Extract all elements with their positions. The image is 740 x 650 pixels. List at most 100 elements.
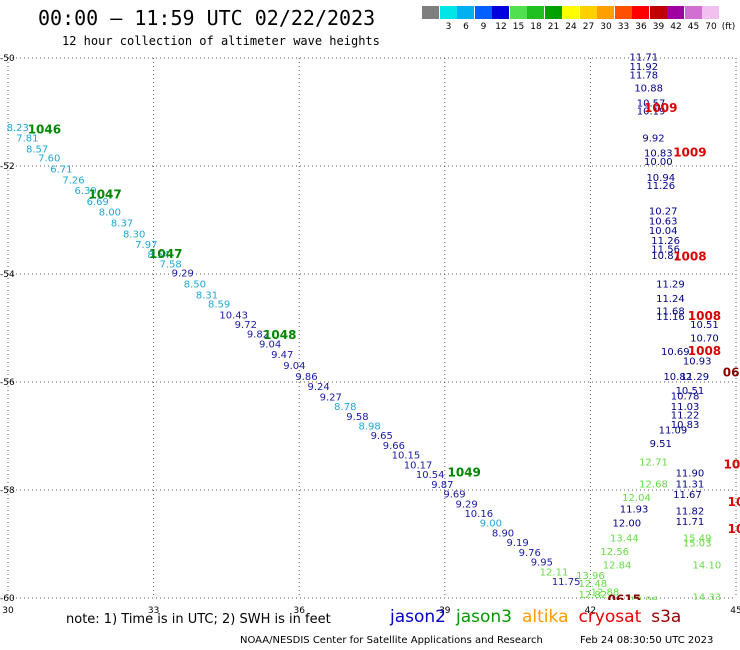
wave-height-label: 8.59	[208, 299, 230, 310]
color-scale-label: 12	[495, 22, 507, 32]
wave-height-label: 10.27	[649, 207, 678, 218]
color-scale-label: 3	[445, 22, 452, 32]
color-scale-label: 70	[705, 22, 717, 32]
wave-height-label: 9.82	[247, 330, 269, 341]
wave-height-label: 9.92	[642, 134, 664, 145]
color-scale-swatch	[439, 6, 457, 19]
y-tick-label: -56	[0, 378, 15, 388]
credit-line: NOAA/NESDIS Center for Satellite Applica…	[240, 635, 543, 646]
data-labels-group: 8.237.818.577.606.717.266.396.698.008.37…	[7, 53, 740, 631]
wave-height-label: 7.58	[159, 260, 181, 271]
y-tick-label: -58	[0, 486, 15, 496]
wave-height-label: 10.00	[644, 157, 673, 168]
legend-cryosat: cryosat	[578, 607, 642, 627]
wave-height-label: 9.95	[531, 558, 553, 569]
legend-s3a: s3a	[651, 607, 682, 627]
wave-height-label: 7.60	[38, 154, 60, 165]
wave-height-label: 15.03	[683, 539, 712, 550]
wave-height-label: 9.04	[283, 361, 305, 372]
pass-time-label: 1046	[28, 123, 61, 137]
wave-height-label: 8.54	[147, 250, 169, 261]
wave-height-label: 9.27	[320, 392, 342, 403]
wave-height-label: 10.83	[671, 420, 700, 431]
x-tick-label: 30	[2, 606, 14, 616]
wave-height-label: 9.00	[480, 519, 502, 530]
wave-height-label: 11.90	[676, 469, 705, 480]
wave-height-label: 12.71	[639, 458, 668, 469]
pass-time-label: 1047	[149, 247, 182, 261]
wave-height-label: 9.86	[295, 372, 317, 383]
color-scale-label: 45	[687, 22, 700, 32]
wave-height-label: 10.82	[663, 372, 692, 383]
wave-height-label: 11.22	[671, 411, 700, 422]
chart-title: 00:00 – 11:59 UTC 02/22/2023	[38, 6, 376, 30]
color-scale-label: 9	[480, 22, 487, 32]
wave-height-label: 12.84	[603, 560, 632, 571]
wave-height-label: 10.83	[644, 148, 673, 159]
x-tick-label: 42	[585, 606, 596, 616]
pass-time-label: 1008	[673, 250, 706, 264]
wave-height-label: 15.49	[683, 533, 712, 544]
color-scale-swatch	[579, 6, 597, 19]
wave-height-label: 8.37	[111, 218, 133, 229]
wave-height-label: 10.54	[416, 470, 445, 481]
legend-jason2: jason2	[390, 607, 446, 627]
y-tick-label: -52	[0, 162, 15, 172]
wave-height-label: 7.97	[135, 240, 157, 251]
wave-height-label: 12.82	[579, 590, 608, 601]
wave-height-label: 10.78	[671, 391, 700, 402]
wave-height-label: 9.72	[235, 320, 257, 331]
chart-subtitle: 12 hour collection of altimeter wave hei…	[62, 34, 380, 48]
pass-time-label: 10	[728, 522, 740, 536]
color-scale-label: 36	[635, 22, 647, 32]
units-note: note: 1) Time is in UTC; 2) SWH is in fe…	[66, 612, 331, 627]
wave-height-label: 11.26	[651, 236, 680, 247]
color-scale-swatch	[632, 6, 649, 19]
x-tick-label: 39	[439, 606, 451, 616]
x-tick-label: 36	[293, 606, 305, 616]
color-scale-unit: (ft)	[721, 22, 736, 32]
wave-height-label: 9.69	[443, 490, 465, 501]
wave-height-label: 8.00	[99, 208, 121, 219]
wave-height-label: 10.69	[661, 347, 690, 358]
wave-height-label: 11.03	[671, 402, 700, 413]
wave-height-label: 11.75	[552, 577, 581, 588]
color-scale-label: 18	[530, 22, 542, 32]
color-scale-label: 21	[547, 22, 560, 32]
wave-height-label: 9.04	[259, 339, 281, 350]
wave-height-label: 13.44	[610, 533, 639, 544]
wave-height-label: 12.04	[622, 493, 651, 504]
wave-height-label: 10.19	[637, 107, 666, 118]
y-tick-label: -54	[0, 270, 15, 280]
pass-time-label: 0615	[608, 592, 641, 606]
wave-height-label: 10.94	[646, 173, 675, 184]
wave-height-label: 10.15	[392, 451, 421, 462]
wave-height-label: 12.48	[579, 579, 608, 590]
wave-height-label: 11.93	[620, 505, 649, 516]
wave-height-label: 8.57	[26, 145, 48, 156]
wave-height-label: 6.69	[87, 197, 109, 208]
color-scale-label: 39	[652, 22, 665, 32]
wave-height-label: 11.78	[629, 71, 658, 82]
wave-height-label: 10.51	[690, 320, 719, 331]
pass-time-label: 1008	[688, 309, 721, 323]
pass-time-label: 100	[723, 457, 740, 471]
color-scale-swatch	[667, 6, 684, 19]
wave-height-label: 11.71	[676, 517, 705, 528]
satellite-legend: jason2 jason3 altika cryosat s3a	[390, 607, 691, 627]
color-scale-swatch	[509, 6, 527, 19]
wave-height-label: 8.78	[334, 402, 356, 413]
wave-height-label: 9.29	[456, 499, 478, 510]
wave-height-label: 14.94	[693, 620, 722, 631]
wave-height-label: 7.81	[16, 134, 38, 145]
wave-height-label: 10.43	[219, 310, 248, 321]
color-scale-label: 6	[463, 22, 469, 32]
wave-height-label: 9.19	[506, 538, 528, 549]
wave-height-label: 9.66	[383, 441, 405, 452]
wave-height-label: 11.26	[646, 181, 675, 192]
wave-height-label: 12.88	[591, 587, 620, 598]
wave-height-label: 10.51	[676, 386, 705, 397]
wave-height-label: 10.57	[637, 99, 666, 110]
wave-height-label: 8.50	[184, 280, 206, 291]
